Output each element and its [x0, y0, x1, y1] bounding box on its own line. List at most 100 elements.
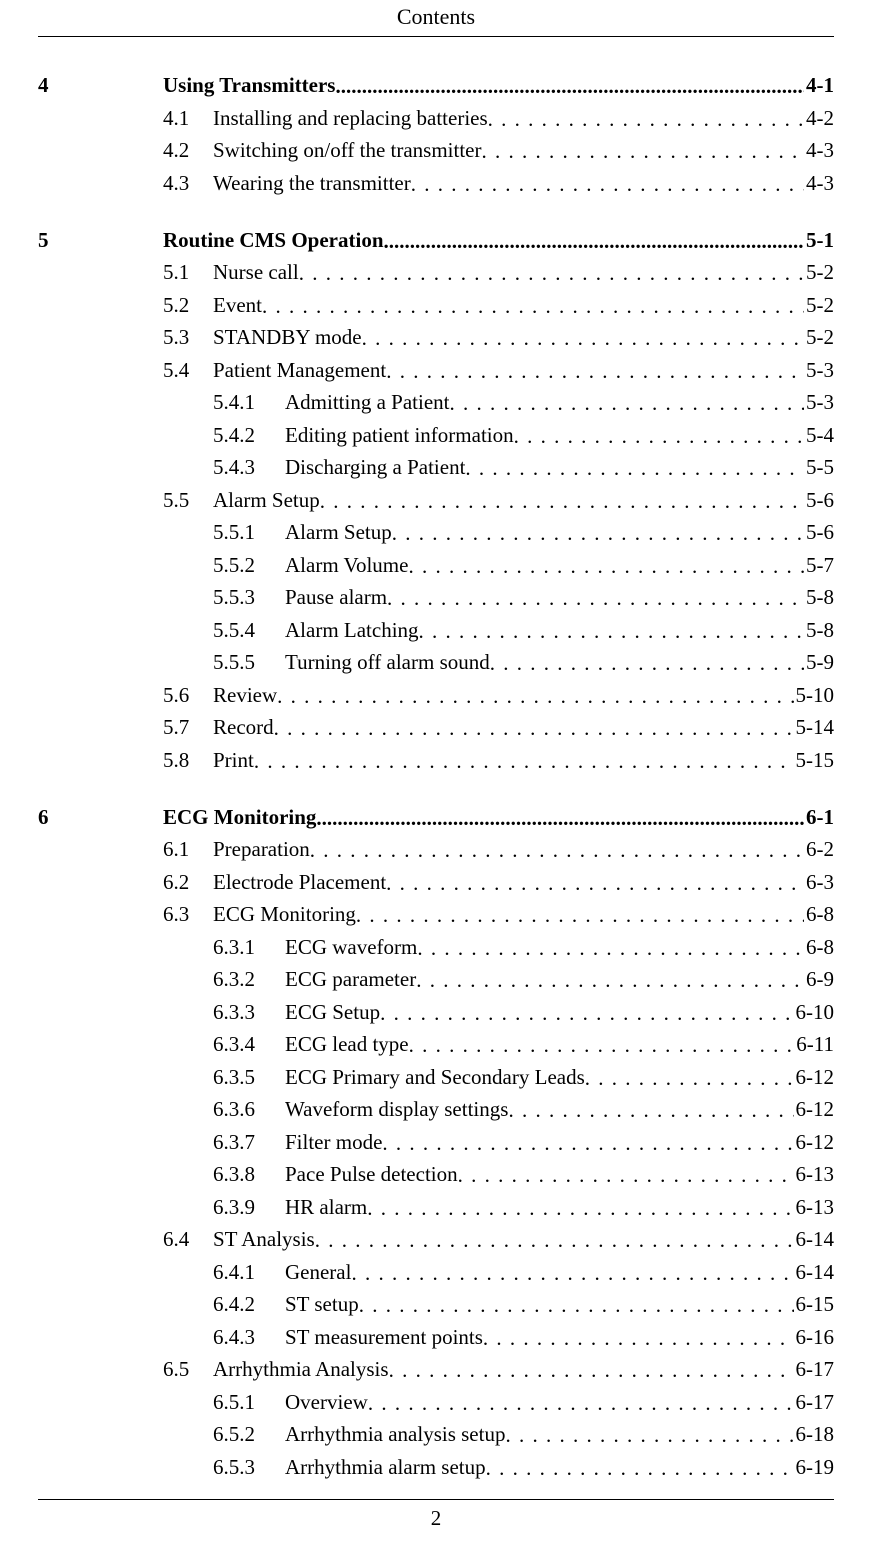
toc-subsection-row: 5.5.2Alarm Volume. . . . . . . . . . . .…: [38, 555, 834, 576]
toc-entry-page: 5-3: [804, 360, 834, 381]
toc-leader-dots: . . . . . . . . . . . . . . . . . . . . …: [320, 491, 804, 512]
toc-leader-dots: . . . . . . . . . . . . . . . . . . . . …: [299, 263, 804, 284]
toc-entry-label: Record: [213, 717, 274, 738]
toc-leader-dots: . . . . . . . . . . . . . . . . . . . . …: [514, 426, 804, 447]
toc-leader-dots: ........................................…: [316, 808, 804, 829]
toc-entry-label: Routine CMS Operation: [163, 230, 384, 251]
toc-subsection-row: 5.4.1Admitting a Patient. . . . . . . . …: [38, 392, 834, 413]
toc-leader-dots: . . . . . . . . . . . . . . . . . . . . …: [409, 1035, 795, 1056]
toc-subsection-number: 6.3.5: [213, 1067, 285, 1088]
toc-section-number: 5.2: [163, 295, 213, 316]
toc-leader-dots: . . . . . . . . . . . . . . . . . . . . …: [408, 556, 804, 577]
toc-entry-label: Switching on/off the transmitter: [213, 140, 482, 161]
toc-subsection-number: 6.4.3: [213, 1327, 285, 1348]
toc-chapter-number: 4: [38, 75, 163, 96]
toc-entry-label: ST setup: [285, 1294, 359, 1315]
toc-section-number: 4.3: [163, 173, 213, 194]
toc-entry-page: 6-8: [804, 904, 834, 925]
toc-entry-label: ECG parameter: [285, 969, 416, 990]
toc-entry-label: Overview: [285, 1392, 368, 1413]
toc-section-row: 6.3ECG Monitoring. . . . . . . . . . . .…: [38, 904, 834, 925]
toc-entry-page: 5-1: [804, 230, 834, 251]
toc-leader-dots: . . . . . . . . . . . . . . . . . . . . …: [389, 1360, 794, 1381]
toc-subsection-number: 5.4.3: [213, 457, 285, 478]
toc-section-row: 5.4Patient Management. . . . . . . . . .…: [38, 360, 834, 381]
toc-chapter-number: 6: [38, 807, 163, 828]
toc-entry-label: Review: [213, 685, 277, 706]
toc-entry-page: 6-9: [804, 969, 834, 990]
toc-leader-dots: ........................................…: [384, 231, 805, 252]
toc-subsection-number: 6.5.3: [213, 1457, 285, 1478]
toc-leader-dots: . . . . . . . . . . . . . . . . . . . . …: [367, 1198, 793, 1219]
toc-section-number: 5.7: [163, 717, 213, 738]
toc-leader-dots: . . . . . . . . . . . . . . . . . . . . …: [315, 1230, 794, 1251]
toc-section-number: 5.3: [163, 327, 213, 348]
toc-leader-dots: . . . . . . . . . . . . . . . . . . . . …: [362, 328, 804, 349]
toc-subsection-row: 6.5.1Overview. . . . . . . . . . . . . .…: [38, 1392, 834, 1413]
toc-entry-page: 5-5: [804, 457, 834, 478]
toc-entry-page: 5-10: [794, 685, 835, 706]
toc-entry-label: Installing and replacing batteries: [213, 108, 488, 129]
toc-entry-page: 6-12: [794, 1132, 835, 1153]
page-footer: 2: [38, 1481, 834, 1531]
toc-subsection-number: 6.3.2: [213, 969, 285, 990]
toc-entry-page: 6-13: [794, 1164, 835, 1185]
toc-section-row: 5.3STANDBY mode. . . . . . . . . . . . .…: [38, 327, 834, 348]
toc-entry-page: 4-1: [804, 75, 834, 96]
toc-entry-label: Using Transmitters: [163, 75, 335, 96]
toc-leader-dots: . . . . . . . . . . . . . . . . . . . . …: [277, 686, 793, 707]
toc-entry-page: 5-4: [804, 425, 834, 446]
toc-entry-page: 6-17: [794, 1392, 835, 1413]
toc-entry-label: Alarm Volume: [285, 555, 408, 576]
toc-leader-dots: . . . . . . . . . . . . . . . . . . . . …: [458, 1165, 794, 1186]
toc-entry-label: Event: [213, 295, 262, 316]
toc-subsection-row: 6.4.1General. . . . . . . . . . . . . . …: [38, 1262, 834, 1283]
toc-leader-dots: . . . . . . . . . . . . . . . . . . . . …: [416, 970, 804, 991]
toc-leader-dots: . . . . . . . . . . . . . . . . . . . . …: [274, 718, 794, 739]
toc-section-row: 5.5Alarm Setup. . . . . . . . . . . . . …: [38, 490, 834, 511]
toc-entry-label: ECG waveform: [285, 937, 417, 958]
toc-entry-label: Pace Pulse detection: [285, 1164, 458, 1185]
toc-section-number: 5.4: [163, 360, 213, 381]
toc-entry-label: Electrode Placement: [213, 872, 386, 893]
toc-entry-page: 6-12: [794, 1067, 835, 1088]
toc-section-row: 6.1Preparation. . . . . . . . . . . . . …: [38, 839, 834, 860]
toc-entry-label: Alarm Setup: [285, 522, 392, 543]
toc-entry-page: 6-1: [804, 807, 834, 828]
toc-entry-page: 6-15: [794, 1294, 835, 1315]
toc-entry-page: 4-2: [804, 108, 834, 129]
toc-entry-page: 5-2: [804, 262, 834, 283]
toc-entry-page: 6-11: [794, 1034, 834, 1055]
toc-entry-label: Patient Management: [213, 360, 386, 381]
toc-subsection-row: 5.4.3Discharging a Patient. . . . . . . …: [38, 457, 834, 478]
toc-section-row: 5.2Event. . . . . . . . . . . . . . . . …: [38, 295, 834, 316]
toc-entry-label: ECG Setup: [285, 1002, 380, 1023]
toc-entry-label: General: [285, 1262, 351, 1283]
toc-entry-label: Arrhythmia alarm setup: [285, 1457, 486, 1478]
toc-subsection-number: 6.3.8: [213, 1164, 285, 1185]
toc-chapter-row: 5Routine CMS Operation..................…: [38, 230, 834, 251]
toc-leader-dots: . . . . . . . . . . . . . . . . . . . . …: [386, 873, 804, 894]
toc-section-number: 6.4: [163, 1229, 213, 1250]
toc-leader-dots: . . . . . . . . . . . . . . . . . . . . …: [262, 296, 804, 317]
toc-subsection-number: 5.4.2: [213, 425, 285, 446]
toc-chapter-number: 5: [38, 230, 163, 251]
toc-entry-page: 6-14: [794, 1262, 835, 1283]
toc-entry-label: Waveform display settings: [285, 1099, 508, 1120]
toc-subsection-number: 5.5.3: [213, 587, 285, 608]
toc-section-row: 6.2Electrode Placement. . . . . . . . . …: [38, 872, 834, 893]
toc-subsection-row: 5.5.3Pause alarm. . . . . . . . . . . . …: [38, 587, 834, 608]
toc-entry-page: 6-2: [804, 839, 834, 860]
toc-entry-label: ECG Monitoring: [213, 904, 356, 925]
toc-subsection-row: 6.3.3ECG Setup. . . . . . . . . . . . . …: [38, 1002, 834, 1023]
toc-entry-label: Preparation: [213, 839, 310, 860]
toc-chapter-row: 6ECG Monitoring.........................…: [38, 807, 834, 828]
toc-entry-page: 5-15: [794, 750, 835, 771]
toc-leader-dots: . . . . . . . . . . . . . . . . . . . . …: [449, 393, 804, 414]
toc-entry-page: 6-18: [794, 1424, 835, 1445]
toc-leader-dots: . . . . . . . . . . . . . . . . . . . . …: [382, 1133, 793, 1154]
toc-entry-label: ST measurement points: [285, 1327, 483, 1348]
toc-entry-label: ECG Monitoring: [163, 807, 316, 828]
toc-leader-dots: . . . . . . . . . . . . . . . . . . . . …: [505, 1425, 793, 1446]
toc-subsection-row: 6.3.1ECG waveform. . . . . . . . . . . .…: [38, 937, 834, 958]
